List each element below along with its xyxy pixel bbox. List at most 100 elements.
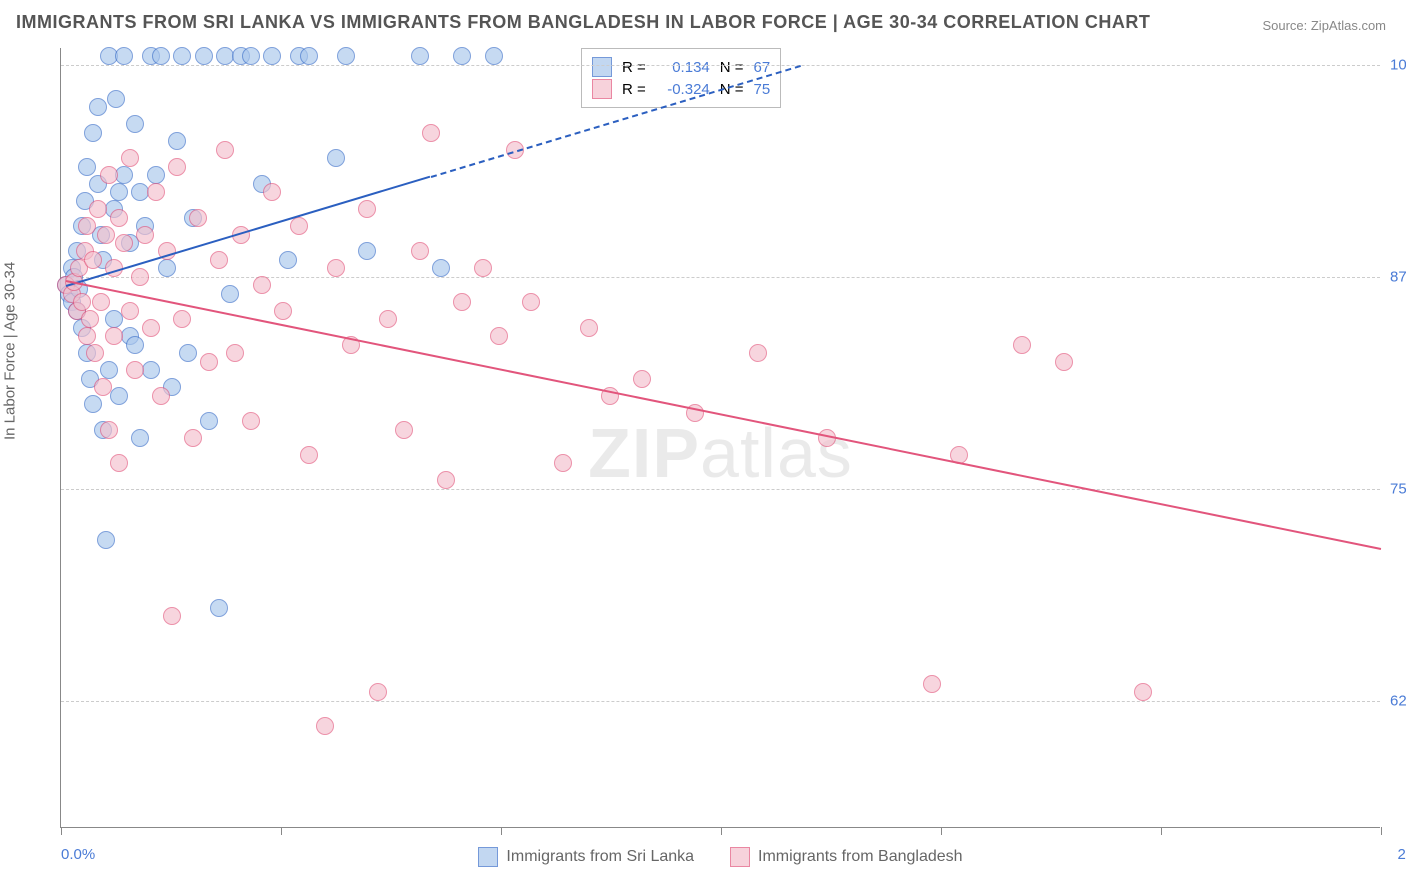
series-legend: Immigrants from Sri Lanka Immigrants fro… xyxy=(61,847,1380,867)
point-bangladesh xyxy=(110,209,128,227)
x-tick xyxy=(1161,827,1162,835)
point-bangladesh xyxy=(97,226,115,244)
x-tick xyxy=(281,827,282,835)
point-bangladesh xyxy=(142,319,160,337)
legend-item-0: Immigrants from Sri Lanka xyxy=(478,847,694,867)
point-bangladesh xyxy=(633,370,651,388)
point-bangladesh xyxy=(923,675,941,693)
point-bangladesh xyxy=(105,327,123,345)
point-bangladesh xyxy=(94,378,112,396)
point-sri-lanka xyxy=(110,387,128,405)
n-label-0: N = xyxy=(720,59,744,76)
x-tick xyxy=(721,827,722,835)
point-bangladesh xyxy=(126,361,144,379)
y-axis-label: In Labor Force | Age 30-34 xyxy=(2,262,19,440)
x-tick xyxy=(61,827,62,835)
point-bangladesh xyxy=(121,302,139,320)
y-tick-label: 100.0% xyxy=(1390,56,1406,73)
point-sri-lanka xyxy=(158,259,176,277)
point-bangladesh xyxy=(210,251,228,269)
point-bangladesh xyxy=(490,327,508,345)
y-tick-label: 62.5% xyxy=(1390,692,1406,709)
series-name-0: Immigrants from Sri Lanka xyxy=(506,848,694,866)
point-sri-lanka xyxy=(173,47,191,65)
legend-item-1: Immigrants from Bangladesh xyxy=(730,847,963,867)
x-tick xyxy=(941,827,942,835)
point-bangladesh xyxy=(100,166,118,184)
point-sri-lanka xyxy=(485,47,503,65)
point-bangladesh xyxy=(300,446,318,464)
gridline-h xyxy=(61,489,1380,490)
point-sri-lanka xyxy=(221,285,239,303)
point-bangladesh xyxy=(78,217,96,235)
point-sri-lanka xyxy=(263,47,281,65)
point-bangladesh xyxy=(173,310,191,328)
point-sri-lanka xyxy=(279,251,297,269)
point-bangladesh xyxy=(100,421,118,439)
gridline-h xyxy=(61,65,1380,66)
chart-title: IMMIGRANTS FROM SRI LANKA VS IMMIGRANTS … xyxy=(16,12,1150,33)
point-sri-lanka xyxy=(411,47,429,65)
trendline xyxy=(66,280,1381,550)
point-sri-lanka xyxy=(242,47,260,65)
point-sri-lanka xyxy=(337,47,355,65)
gridline-h xyxy=(61,701,1380,702)
point-bangladesh xyxy=(115,234,133,252)
point-bangladesh xyxy=(184,429,202,447)
scatter-plot-area: ZIPatlas R = 0.134 N = 67 R = -0.324 N =… xyxy=(60,48,1380,828)
point-bangladesh xyxy=(422,124,440,142)
point-bangladesh xyxy=(395,421,413,439)
point-bangladesh xyxy=(89,200,107,218)
n-value-1: 75 xyxy=(754,81,771,98)
point-bangladesh xyxy=(316,717,334,735)
point-sri-lanka xyxy=(168,132,186,150)
point-bangladesh xyxy=(253,276,271,294)
point-bangladesh xyxy=(131,268,149,286)
point-bangladesh xyxy=(226,344,244,362)
point-sri-lanka xyxy=(142,361,160,379)
point-sri-lanka xyxy=(126,115,144,133)
point-bangladesh xyxy=(263,183,281,201)
swatch-bottom-1 xyxy=(730,847,750,867)
point-bangladesh xyxy=(379,310,397,328)
point-sri-lanka xyxy=(84,395,102,413)
point-sri-lanka xyxy=(300,47,318,65)
point-sri-lanka xyxy=(147,166,165,184)
point-sri-lanka xyxy=(179,344,197,362)
point-bangladesh xyxy=(163,607,181,625)
correlation-legend: R = 0.134 N = 67 R = -0.324 N = 75 xyxy=(581,48,781,108)
point-sri-lanka xyxy=(152,47,170,65)
x-tick-label-max: 25.0% xyxy=(1397,846,1406,863)
point-bangladesh xyxy=(411,242,429,260)
swatch-bottom-0 xyxy=(478,847,498,867)
swatch-series-0 xyxy=(592,57,612,77)
y-tick-label: 75.0% xyxy=(1390,480,1406,497)
point-bangladesh xyxy=(242,412,260,430)
point-sri-lanka xyxy=(131,429,149,447)
point-sri-lanka xyxy=(97,531,115,549)
point-bangladesh xyxy=(1013,336,1031,354)
point-sri-lanka xyxy=(327,149,345,167)
point-bangladesh xyxy=(78,327,96,345)
point-bangladesh xyxy=(522,293,540,311)
point-bangladesh xyxy=(86,344,104,362)
point-sri-lanka xyxy=(78,158,96,176)
point-sri-lanka xyxy=(432,259,450,277)
watermark: ZIPatlas xyxy=(588,413,853,493)
point-bangladesh xyxy=(81,310,99,328)
point-sri-lanka xyxy=(115,47,133,65)
point-sri-lanka xyxy=(100,361,118,379)
y-tick-label: 87.5% xyxy=(1390,268,1406,285)
point-bangladesh xyxy=(1134,683,1152,701)
legend-row-series-0: R = 0.134 N = 67 xyxy=(592,57,770,77)
point-sri-lanka xyxy=(358,242,376,260)
point-sri-lanka xyxy=(84,124,102,142)
n-value-0: 67 xyxy=(754,59,771,76)
point-bangladesh xyxy=(147,183,165,201)
point-sri-lanka xyxy=(107,90,125,108)
point-sri-lanka xyxy=(126,336,144,354)
point-bangladesh xyxy=(437,471,455,489)
x-tick xyxy=(1381,827,1382,835)
point-bangladesh xyxy=(216,141,234,159)
point-bangladesh xyxy=(121,149,139,167)
